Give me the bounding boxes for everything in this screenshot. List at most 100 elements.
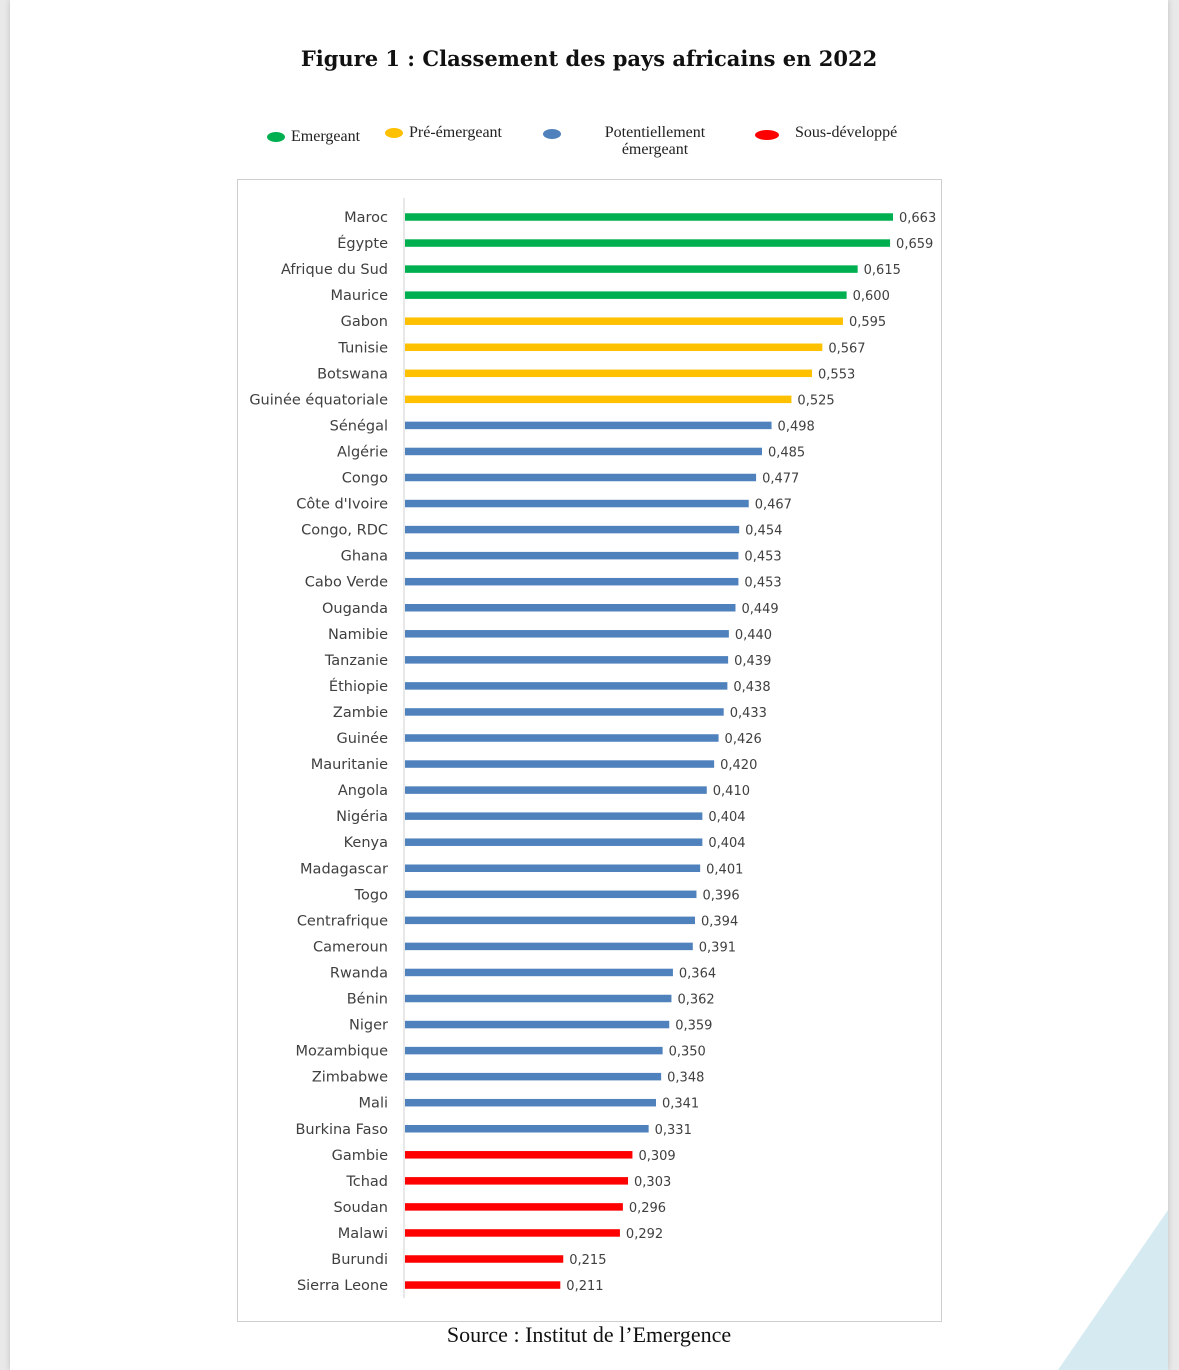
category-label: Kenya xyxy=(344,835,388,851)
category-label: Maroc xyxy=(344,210,388,226)
legend-label: Sous-développé xyxy=(795,124,898,141)
category-label: Mozambique xyxy=(295,1044,388,1060)
data-label: 0,600 xyxy=(853,289,890,304)
data-label: 0,296 xyxy=(629,1201,666,1216)
bar xyxy=(405,239,891,247)
legend-item-emergeant: Emergeant xyxy=(267,128,360,145)
chart-area: Maroc 0,663 Égypte 0,659 Afrique du Sud 0,615… xyxy=(237,179,942,1322)
bar xyxy=(405,369,813,378)
legend-item-sous-developpe: Sous-développé xyxy=(755,124,897,141)
bar xyxy=(405,890,697,899)
bar xyxy=(405,838,703,846)
bar xyxy=(405,1151,633,1159)
category-label: Ouganda xyxy=(322,601,388,617)
category-label: Botswana xyxy=(317,366,388,382)
bar xyxy=(405,812,703,820)
bar xyxy=(405,447,762,456)
data-label: 0,410 xyxy=(713,784,750,799)
data-label: 0,467 xyxy=(755,498,792,513)
data-label: 0,659 xyxy=(896,237,933,252)
category-label: Éthiopie xyxy=(329,678,388,695)
data-label: 0,394 xyxy=(701,914,738,929)
category-label: Congo, RDC xyxy=(301,523,388,539)
decorative-corner xyxy=(1058,1210,1168,1370)
category-label: Soudan xyxy=(333,1200,388,1216)
data-label: 0,663 xyxy=(899,211,936,226)
bar xyxy=(405,1020,670,1029)
category-label: Côte d'Ivoire xyxy=(296,497,388,513)
data-label: 0,404 xyxy=(708,836,745,851)
bar xyxy=(405,551,739,560)
category-label: Togo xyxy=(354,887,388,903)
data-label: 0,362 xyxy=(677,993,714,1008)
bar xyxy=(405,1255,564,1263)
bar xyxy=(405,1046,663,1055)
category-label: Gambie xyxy=(332,1148,388,1164)
category-label: Afrique du Sud xyxy=(281,262,388,278)
legend-swatch-red xyxy=(755,130,779,140)
data-label: 0,359 xyxy=(675,1019,712,1034)
data-label: 0,595 xyxy=(849,315,886,330)
category-label: Namibie xyxy=(328,627,388,643)
bar xyxy=(405,317,843,325)
bar xyxy=(405,343,823,351)
bar xyxy=(405,1203,623,1211)
bar xyxy=(405,656,729,664)
figure-source: Source : Institut de l’Emergence xyxy=(446,1322,732,1347)
document-page: Figure 1 : Classement des pays africains… xyxy=(10,0,1168,1370)
data-label: 0,449 xyxy=(741,602,778,617)
category-label: Cabo Verde xyxy=(305,575,388,591)
bar xyxy=(405,786,707,794)
legend-swatch-green xyxy=(267,132,285,142)
category-label: Zimbabwe xyxy=(312,1070,388,1086)
category-label: Malawi xyxy=(338,1226,388,1242)
bar xyxy=(405,708,724,716)
bar xyxy=(405,604,736,612)
bar xyxy=(405,734,719,742)
data-label: 0,453 xyxy=(744,550,781,565)
category-label: Gabon xyxy=(341,314,388,330)
bar xyxy=(405,682,728,690)
category-label: Tanzanie xyxy=(324,653,388,669)
data-label: 0,477 xyxy=(762,472,799,487)
data-label: 0,439 xyxy=(734,654,771,669)
data-label: 0,348 xyxy=(667,1071,704,1086)
data-label: 0,391 xyxy=(699,940,736,955)
bar xyxy=(405,1281,561,1289)
data-label: 0,309 xyxy=(638,1149,675,1164)
data-label: 0,433 xyxy=(730,706,767,721)
legend-item-potentiellement-emergeant: Potentiellement émergeant xyxy=(543,124,725,158)
data-label: 0,615 xyxy=(864,263,901,278)
category-label: Cameroun xyxy=(313,939,388,955)
bar xyxy=(405,1072,662,1081)
data-label: 0,396 xyxy=(702,888,739,903)
bar xyxy=(405,994,672,1003)
bar xyxy=(405,630,729,638)
legend-label: Pré-émergeant xyxy=(409,124,502,141)
category-label: Sénégal xyxy=(330,418,388,434)
category-label: Maurice xyxy=(331,288,389,304)
legend-label: Emergeant xyxy=(291,128,361,145)
bar xyxy=(405,291,847,299)
bar xyxy=(405,473,757,482)
category-label: Tchad xyxy=(345,1174,388,1190)
legend-label: Potentiellement émergeant xyxy=(604,124,706,158)
figure-title: Figure 1 : Classement des pays africains… xyxy=(300,46,878,71)
category-label: Guinée xyxy=(337,731,389,747)
category-label: Tunisie xyxy=(337,340,388,356)
bar xyxy=(405,1125,649,1133)
category-label: Angola xyxy=(338,783,388,799)
data-label: 0,331 xyxy=(655,1123,692,1138)
data-label: 0,420 xyxy=(720,758,757,773)
category-label: Mauritanie xyxy=(311,757,388,773)
data-label: 0,303 xyxy=(634,1175,671,1190)
data-label: 0,215 xyxy=(569,1253,606,1268)
category-label: Zambie xyxy=(333,705,388,721)
category-label: Nigéria xyxy=(336,809,388,825)
bar xyxy=(405,864,701,872)
data-label: 0,485 xyxy=(768,445,805,460)
category-label: Sierra Leone xyxy=(297,1278,388,1294)
bar xyxy=(405,1177,629,1185)
data-label: 0,438 xyxy=(733,680,770,695)
bar xyxy=(405,1098,656,1107)
